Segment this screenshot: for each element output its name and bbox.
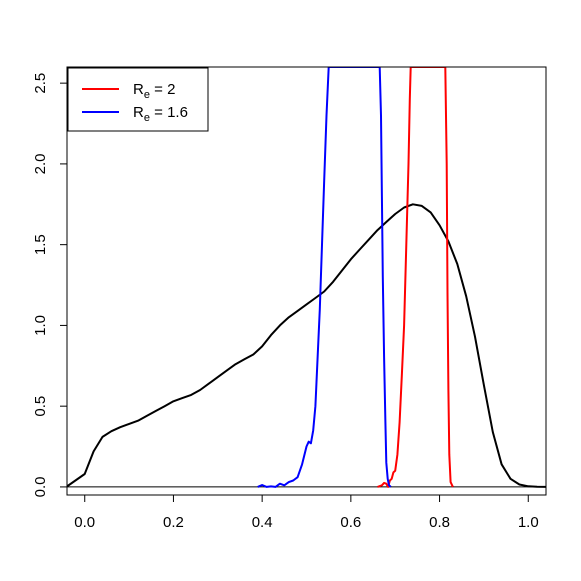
- y-axis: 0.0 0.5 1.0 1.5 2.0 2.5: [32, 73, 67, 497]
- x-tick-label: 0.8: [429, 514, 450, 531]
- x-tick-label: 1.0: [518, 514, 539, 531]
- plot-frame: [66, 66, 547, 496]
- legend-label-re-2-suffix: = 2: [150, 81, 175, 98]
- x-axis: 0.0 0.2 0.4 0.6 0.8 1.0: [74, 495, 539, 531]
- series-line-1: [377, 67, 454, 488]
- legend-label-re-1-6-prefix: R: [133, 104, 144, 121]
- legend-label-re-2-prefix: R: [133, 81, 144, 98]
- y-tick-label: 2.5: [32, 73, 49, 94]
- series-line-0: [67, 203, 546, 488]
- legend-label-re-1-6-sub: e: [144, 112, 150, 124]
- y-tick-label: 0.5: [32, 396, 49, 417]
- legend-label-re-2-sub: e: [144, 89, 150, 101]
- legend-label-re-1-6: Re = 1.6: [133, 104, 188, 124]
- y-tick-label: 1.0: [32, 315, 49, 336]
- x-tick-label: 0.0: [74, 514, 95, 531]
- x-tick-label: 0.4: [252, 514, 273, 531]
- series-line-2: [257, 67, 392, 488]
- x-tick-label: 0.2: [163, 514, 184, 531]
- y-tick-label: 1.5: [32, 234, 49, 255]
- y-tick-label: 0.0: [32, 476, 49, 497]
- legend-label-re-1-6-suffix: = 1.6: [150, 104, 188, 121]
- legend-label-re-2: Re = 2: [133, 81, 175, 101]
- legend: Re = 2 Re = 1.6: [67, 67, 209, 132]
- legend-box: [67, 67, 209, 132]
- y-tick-label: 2.0: [32, 153, 49, 174]
- series-layer: [67, 67, 546, 488]
- x-tick-label: 0.6: [340, 514, 361, 531]
